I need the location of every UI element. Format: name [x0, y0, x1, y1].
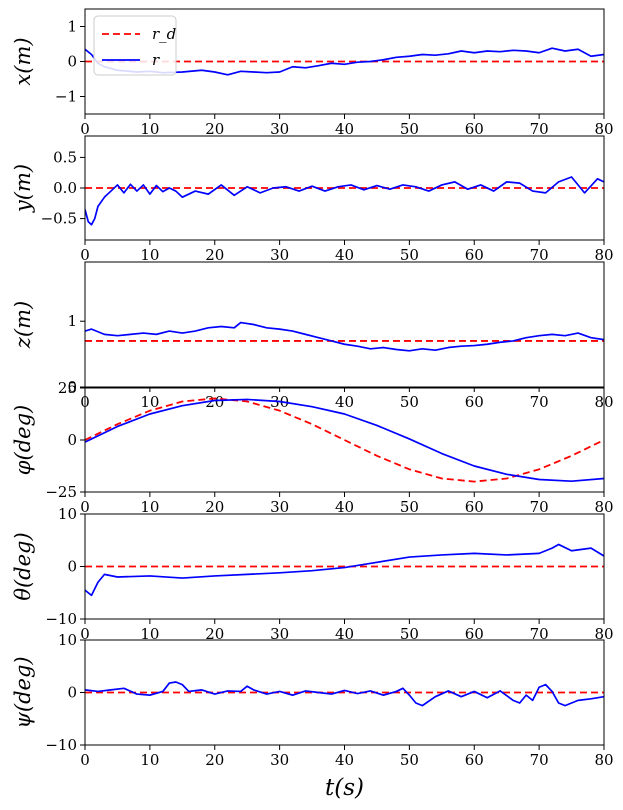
y-tick-label: −25 [45, 483, 77, 501]
x-tick-label: 20 [205, 625, 224, 643]
series-response-line [85, 398, 604, 483]
x-tick-label: 30 [270, 246, 289, 264]
x-tick-label: 0 [80, 498, 90, 516]
y-axis-label: ψ(deg) [11, 656, 35, 728]
x-tick-label: 70 [530, 246, 549, 264]
legend: r_dr [93, 15, 177, 76]
y-tick-label: 25 [58, 379, 77, 397]
x-tick-label: 0 [80, 625, 90, 643]
y-tick-label: 0 [67, 558, 77, 576]
x-tick-label: 60 [465, 393, 484, 411]
x-tick-label: 20 [205, 751, 224, 769]
x-tick-label: 50 [400, 120, 419, 138]
series-response-line [85, 176, 604, 226]
x-axis-label: t(s) [325, 775, 364, 801]
x-tick-label: 20 [205, 393, 224, 411]
y-axis-label: φ(deg) [11, 405, 35, 475]
x-tick-label: 40 [335, 246, 354, 264]
x-tick-label: 10 [140, 625, 159, 643]
x-tick-label: 40 [335, 625, 354, 643]
x-tick-label: 10 [140, 246, 159, 264]
x-tick-label: 0 [80, 246, 90, 264]
y-tick-label: 10 [58, 505, 77, 523]
x-tick-label: 60 [465, 751, 484, 769]
x-tick-label: 80 [594, 751, 613, 769]
legend-label: r [152, 51, 160, 69]
y-tick-label: 0 [67, 378, 77, 396]
y-tick-label: 1 [67, 18, 77, 36]
y-axis-label: y(m) [11, 164, 35, 213]
y-axis-label: x(m) [11, 37, 35, 85]
x-tick-label: 30 [270, 498, 289, 516]
y-tick-label: −1 [55, 88, 77, 106]
x-tick-label: 50 [400, 751, 419, 769]
x-tick-label: 60 [465, 625, 484, 643]
x-tick-label: 40 [335, 393, 354, 411]
x-tick-label: 30 [270, 751, 289, 769]
y-tick-label: −0.5 [41, 210, 77, 228]
x-tick-label: 80 [594, 120, 613, 138]
x-tick-label: 70 [530, 751, 549, 769]
x-tick-label: 70 [530, 498, 549, 516]
x-tick-label: 20 [205, 120, 224, 138]
y-axis-label: z(m) [11, 301, 35, 349]
x-tick-label: 80 [594, 498, 613, 516]
y-tick-label: 0.0 [53, 179, 77, 197]
x-tick-label: 10 [140, 498, 159, 516]
x-tick-label: 10 [140, 120, 159, 138]
x-tick-label: 40 [335, 498, 354, 516]
series-response-line [85, 321, 604, 352]
x-tick-label: 20 [205, 246, 224, 264]
x-tick-label: 60 [465, 246, 484, 264]
y-tick-label: 0 [67, 53, 77, 71]
y-tick-label: 0.5 [53, 148, 77, 166]
x-tick-label: 70 [530, 625, 549, 643]
x-tick-label: 50 [400, 498, 419, 516]
series-response-line [85, 543, 604, 597]
x-tick-label: 10 [140, 751, 159, 769]
x-tick-label: 70 [530, 120, 549, 138]
legend-label: r_d [152, 25, 176, 43]
x-tick-label: 50 [400, 246, 419, 264]
x-tick-label: 60 [465, 498, 484, 516]
x-tick-label: 30 [270, 120, 289, 138]
x-tick-label: 50 [400, 625, 419, 643]
x-tick-label: 80 [594, 246, 613, 264]
y-tick-label: 10 [58, 631, 77, 649]
x-tick-label: 0 [80, 751, 90, 769]
y-tick-label: 1 [67, 312, 77, 330]
y-tick-label: −10 [45, 736, 77, 754]
x-tick-label: 10 [140, 393, 159, 411]
x-tick-label: 20 [205, 498, 224, 516]
axes-frame [84, 261, 605, 388]
x-tick-label: 40 [335, 751, 354, 769]
x-tick-label: 60 [465, 120, 484, 138]
series-response-line [85, 681, 604, 707]
y-tick-label: 0 [67, 431, 77, 449]
y-tick-label: −10 [45, 610, 77, 628]
x-tick-label: 40 [335, 120, 354, 138]
x-tick-label: 30 [270, 625, 289, 643]
panel-y: 0 10 20 30 40 50 60 70 80 −0.5 0.0 0.5 y(m) [11, 135, 614, 264]
x-tick-label: 80 [594, 625, 613, 643]
x-tick-label: 50 [400, 393, 419, 411]
x-tick-label: 70 [530, 393, 549, 411]
y-axis-label: θ(deg) [11, 532, 35, 600]
x-tick-label: 0 [80, 120, 90, 138]
y-tick-label: 0 [67, 684, 77, 702]
